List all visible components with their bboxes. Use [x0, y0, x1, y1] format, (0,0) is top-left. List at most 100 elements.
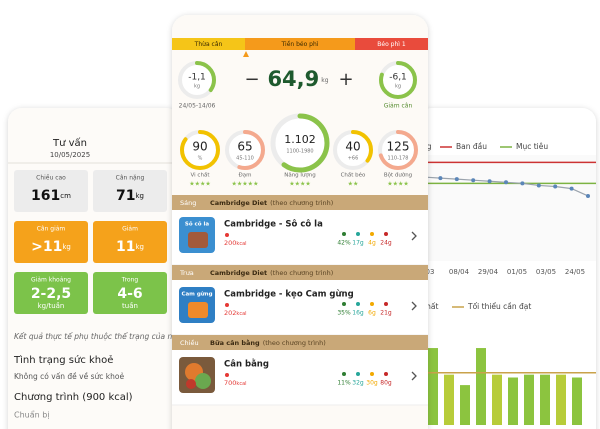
plan: Cambridge Diet	[210, 269, 267, 277]
meal-header	[172, 335, 428, 350]
bmi-band	[172, 38, 245, 50]
nutrient-sub: +66	[348, 156, 359, 162]
meal-header	[172, 195, 428, 210]
nutrient-stars: ★★★★	[189, 181, 211, 188]
weight-value: 64,9	[267, 67, 319, 91]
ring-value: -1,1	[188, 73, 206, 83]
legend-text: Ban đầu	[456, 142, 487, 151]
bar	[460, 385, 470, 425]
stat-label: Cân giảm	[37, 226, 66, 233]
macro-icon	[370, 302, 374, 306]
weight-plus[interactable]: +	[338, 69, 353, 90]
macro-value: 42%	[337, 240, 351, 247]
nutrient-value: 40	[345, 140, 360, 154]
center-screen: Thừa cân Tiền béo phì Béo phì 1-1,1kg24/05…	[172, 38, 428, 406]
nutrient-sub: 110-178	[388, 156, 409, 162]
meal-name: Cambridge - Sô cô la	[224, 219, 323, 230]
chevron[interactable]	[411, 371, 417, 381]
series-point	[536, 183, 541, 188]
stat-value: 4-6 tuần	[117, 286, 142, 310]
bar	[476, 348, 486, 425]
macro-icon	[342, 372, 346, 376]
x-tick-label: 08/04	[449, 268, 470, 276]
kcal-icon	[225, 373, 229, 377]
meal-kcal: 202kcal	[224, 309, 247, 317]
legend-text: Tối thiểu cần đạt	[467, 302, 531, 311]
bmi-marker	[243, 51, 249, 57]
macro-icon	[342, 302, 346, 306]
center-screen-wrap: Thừa cân Tiền béo phì Béo phì 1-1,1kg24/05…	[172, 15, 428, 429]
ring-progress	[225, 130, 265, 170]
nutrient-value: 65	[237, 140, 252, 154]
value: 161	[31, 188, 60, 204]
macro-value: 30g	[366, 380, 378, 387]
stat-value: 2-2,5 kg/tuần	[31, 286, 71, 310]
nutrient-sub: %	[198, 156, 203, 162]
chevron[interactable]	[411, 231, 417, 241]
stat-card	[14, 221, 88, 263]
series-point	[471, 178, 476, 183]
ring-caption: Giảm cân	[384, 103, 413, 110]
ring-progress	[378, 130, 418, 170]
x-tick-label: 24/05	[565, 268, 585, 276]
value: >11	[31, 239, 62, 255]
bar	[524, 374, 534, 425]
meal-time: Trưa	[179, 269, 194, 277]
macro-icon	[370, 232, 374, 236]
series-point	[586, 193, 590, 198]
unit: tuần	[122, 302, 138, 310]
kcal: 700	[224, 379, 236, 387]
thumb-product	[188, 232, 208, 248]
bmi-band	[355, 38, 428, 50]
kcal: 202	[224, 309, 236, 317]
stat-value: 161cm	[31, 188, 71, 204]
x-tick-label: 29/04	[478, 268, 499, 276]
meal-time: Sáng	[180, 199, 196, 207]
date: 10/05/2025	[50, 151, 90, 159]
nutrient-label: Năng lượng	[284, 173, 316, 179]
bar	[508, 377, 518, 425]
macro-value: 4g	[368, 240, 376, 247]
macro-icon	[356, 302, 360, 306]
macro-value: 6g	[368, 310, 376, 317]
nutrient-stars: ★★★★	[289, 181, 311, 188]
plot-area	[420, 155, 596, 261]
value: 4-6	[117, 286, 142, 302]
meal-plan: Cambridge Diet (theo chương trình)	[210, 199, 333, 207]
series-point	[487, 179, 492, 184]
stat-card	[14, 272, 88, 314]
kcal-icon	[225, 303, 229, 307]
bmi-label: Thừa cân	[194, 41, 223, 48]
chevron[interactable]	[411, 301, 417, 311]
meal-plan: Bữa cân bằng (theo chương trình)	[210, 338, 326, 347]
plan: Cambridge Diet	[210, 199, 267, 207]
nutrient-label: Chất béo	[341, 172, 366, 179]
series-point	[438, 176, 443, 181]
bar	[428, 348, 438, 425]
value: 2-2,5	[31, 286, 71, 302]
series-point	[553, 184, 558, 189]
weight-unit: kg	[321, 77, 328, 84]
unit: kg/tuần	[38, 302, 65, 310]
kcal-icon	[225, 233, 229, 237]
macro-value: 17g	[352, 240, 364, 247]
section-title: Chương trình (900 kcal)	[14, 391, 133, 403]
stat-value: 11kg	[116, 239, 144, 255]
left-screen: Tư vấn 10/05/2025 Chiều cao 161cm Cân nặng 71…	[8, 137, 180, 421]
bar	[492, 374, 502, 425]
unit: kg	[135, 192, 144, 200]
stat-card	[93, 221, 167, 263]
legend-text: chất	[422, 302, 438, 311]
note: Kết quả thực tế phụ thuộc thể trạng của …	[14, 332, 173, 341]
weight-minus[interactable]: −	[244, 69, 259, 90]
title: Tư vấn	[52, 137, 87, 149]
macro-value: 21g	[380, 310, 392, 317]
meal-kcal: 700kcal	[224, 379, 247, 387]
ring-progress	[178, 61, 216, 99]
nutrient-sub: 1100-1980	[286, 149, 313, 155]
stat-label: Giảm khoảng	[31, 277, 71, 284]
thumb-food	[186, 379, 196, 389]
ring-progress	[333, 130, 373, 170]
